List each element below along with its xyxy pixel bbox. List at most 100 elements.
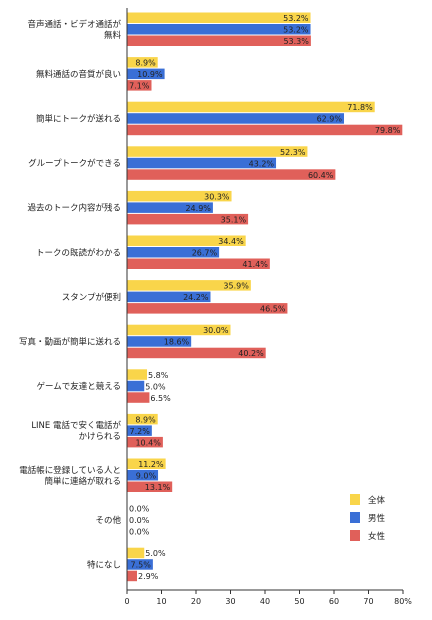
data-label: 46.5% <box>260 305 286 314</box>
data-label: 41.4% <box>242 260 268 269</box>
bar-全体 <box>127 235 246 246</box>
data-label: 62.9% <box>317 115 343 124</box>
bar-全体 <box>127 146 308 157</box>
bar-女性 <box>127 347 266 359</box>
data-label: 10.4% <box>135 438 161 447</box>
data-label: 43.2% <box>249 159 275 168</box>
bar-女性 <box>127 436 163 448</box>
data-label: 30.0% <box>203 326 229 335</box>
data-label: 7.5% <box>131 561 152 570</box>
legend-label: 女性 <box>368 531 386 542</box>
bar-女性 <box>127 392 150 403</box>
data-label: 8.9% <box>135 59 156 68</box>
bar-女性 <box>127 303 288 314</box>
x-tick-label: 50 <box>294 597 304 606</box>
data-label: 24.9% <box>185 204 211 213</box>
x-tick-label: 70 <box>363 597 373 606</box>
category-labels: 音声通話・ビデオ通話が無料無料通話の音質が良い簡単にトークが送れるグループトーク… <box>19 19 122 571</box>
category-label: 無料通話の音質が良い <box>36 69 121 80</box>
bar-男性 <box>127 559 153 570</box>
data-label: 18.6% <box>164 338 190 347</box>
bar-男性 <box>127 470 159 481</box>
data-label: 2.9% <box>138 572 159 581</box>
data-label: 53.2% <box>283 14 309 23</box>
data-label: 79.8% <box>375 126 401 135</box>
bar-男性 <box>127 247 220 258</box>
category-label: 簡単にトークが送れる <box>36 113 121 124</box>
data-label: 0.0% <box>129 516 150 525</box>
category-label: その他 <box>95 515 121 526</box>
data-label: 7.2% <box>130 427 151 436</box>
bar-女性 <box>127 35 311 46</box>
bar-男性 <box>127 24 311 35</box>
bar-男性 <box>127 425 152 436</box>
x-tick-label: 80% <box>394 597 412 606</box>
data-label: 34.4% <box>218 237 244 246</box>
x-tick-label: 0 <box>124 597 129 606</box>
legend-swatch <box>350 494 360 505</box>
data-label: 6.5% <box>150 394 171 403</box>
x-tick-label: 60 <box>329 597 339 606</box>
bars-layer: 53.2% 53.2% 53.3% 8.9% 10.9% 7.1% 71.8% 62.9% 79… <box>127 12 403 582</box>
data-label: 35.1% <box>221 215 247 224</box>
data-label: 0.0% <box>129 505 150 514</box>
data-label: 52.3% <box>280 148 306 157</box>
bar-女性 <box>127 570 138 582</box>
bar-全体 <box>127 57 158 68</box>
bar-全体 <box>127 280 251 291</box>
x-tick-label: 20 <box>191 597 201 606</box>
data-label: 5.0% <box>145 382 166 391</box>
bar-男性 <box>127 380 145 392</box>
bar-全体 <box>127 413 158 425</box>
category-label: 電話帳に登録している人と <box>19 465 121 476</box>
category-label: 過去のトーク内容が残る <box>27 203 121 214</box>
category-label: グループトークができる <box>28 158 121 169</box>
data-label: 8.9% <box>135 415 156 424</box>
category-label: 無料 <box>104 30 122 41</box>
legend-swatch <box>350 512 360 523</box>
bar-全体 <box>127 369 148 380</box>
bar-男性 <box>127 291 211 303</box>
bar-全体 <box>127 190 232 202</box>
data-label: 53.2% <box>283 26 309 35</box>
bar-女性 <box>127 124 403 136</box>
category-label: 音声通話・ビデオ通話が <box>27 19 121 30</box>
bar-全体 <box>127 458 166 469</box>
x-axis: 0 10 20 30 40 50 60 70 80% <box>124 8 412 606</box>
category-label: 簡単に連絡が取れる <box>44 476 121 487</box>
x-tick-label: 40 <box>260 597 270 606</box>
bar-女性 <box>127 80 152 91</box>
bar-女性 <box>127 481 173 492</box>
bar-男性 <box>127 202 213 213</box>
x-tick-label: 10 <box>156 597 166 606</box>
category-label: LINE 電話で安く電話が <box>31 420 121 431</box>
data-label: 5.0% <box>145 549 166 558</box>
bar-女性 <box>127 169 336 180</box>
bar-女性 <box>127 213 249 225</box>
bar-女性 <box>127 258 270 269</box>
data-label: 35.9% <box>223 282 249 291</box>
legend-swatch <box>350 530 360 541</box>
category-label: ゲームで友達と競える <box>37 381 122 392</box>
data-label: 7.1% <box>129 82 150 91</box>
data-label: 30.3% <box>204 192 230 201</box>
category-label: スタンプが便利 <box>62 292 121 303</box>
bar-全体 <box>127 547 145 559</box>
data-label: 11.2% <box>138 460 164 469</box>
legend-label: 全体 <box>368 495 386 506</box>
data-label: 24.2% <box>183 293 209 302</box>
data-label: 71.8% <box>347 103 373 112</box>
category-label: トークの既読がわかる <box>36 247 121 258</box>
data-label: 5.8% <box>148 371 169 380</box>
bar-全体 <box>127 12 311 23</box>
data-label: 0.0% <box>129 528 150 537</box>
legend-label: 男性 <box>368 513 386 524</box>
category-label: 写真・動画が簡単に送れる <box>19 336 121 347</box>
data-label: 26.7% <box>192 249 218 258</box>
bar-全体 <box>127 101 375 113</box>
bar-全体 <box>127 324 231 336</box>
data-label: 53.3% <box>283 37 309 46</box>
data-label: 9.0% <box>136 472 157 481</box>
